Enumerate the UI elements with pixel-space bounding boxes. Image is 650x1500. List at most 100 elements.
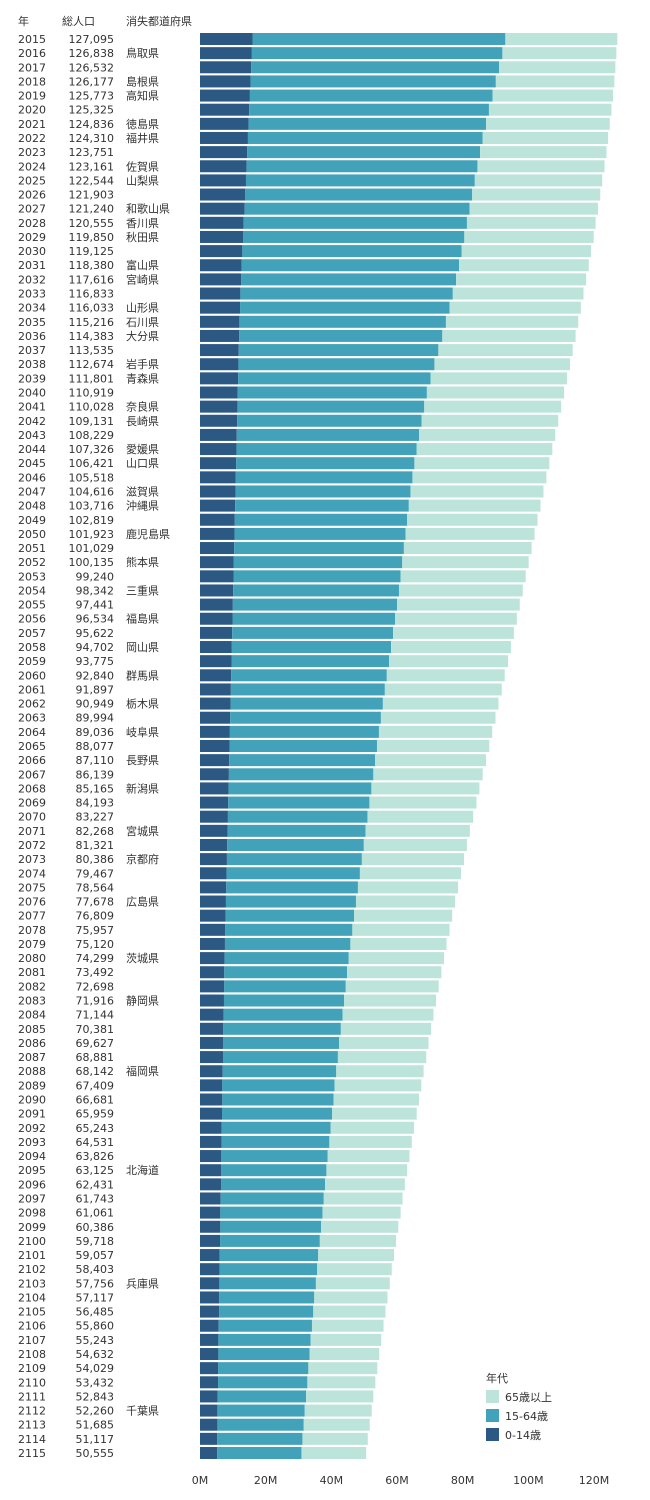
total-population-label: 88,077: [76, 740, 115, 753]
total-population-label: 59,057: [76, 1249, 115, 1262]
bar-segment-65-plus: [393, 626, 514, 639]
bar-segment-0-14: [200, 1376, 219, 1389]
bar-segment-0-14: [200, 513, 235, 526]
bar-segment-65-plus: [350, 937, 447, 950]
total-population-label: 55,243: [76, 1334, 115, 1347]
total-population-label: 89,036: [76, 726, 115, 739]
total-population-label: 83,227: [76, 811, 115, 824]
x-tick-label: 60M: [385, 1474, 409, 1487]
bar-segment-15-64: [218, 1348, 310, 1361]
year-label: 2044: [18, 443, 46, 456]
bar-segment-65-plus: [482, 131, 609, 144]
total-population-label: 84,193: [76, 797, 115, 810]
bar-segment-15-64: [247, 131, 483, 144]
total-population-label: 81,321: [76, 839, 115, 852]
bar-segment-65-plus: [421, 414, 559, 427]
total-population-label: 90,949: [76, 698, 115, 711]
bar-segment-65-plus: [369, 796, 477, 809]
bar-segment-0-14: [200, 612, 233, 625]
bar-segment-65-plus: [325, 1178, 405, 1191]
total-population-label: 110,919: [69, 387, 115, 400]
row: 2108 54,632: [18, 1348, 380, 1361]
year-label: 2018: [18, 75, 46, 88]
year-label: 2037: [18, 344, 46, 357]
bar-segment-15-64: [248, 117, 486, 130]
bar-segment-0-14: [200, 838, 228, 851]
row: 2058 94,702 岡山県: [18, 641, 511, 654]
row: 2066 87,110 長野県: [18, 754, 486, 767]
bar-segment-65-plus: [353, 909, 453, 922]
bar-segment-65-plus: [333, 1093, 420, 1106]
bar-segment-15-64: [223, 1008, 343, 1021]
year-label: 2106: [18, 1320, 46, 1333]
bar-segment-65-plus: [384, 683, 502, 696]
bar-segment-15-64: [222, 1051, 338, 1064]
legend-label: 65歳以上: [505, 1391, 552, 1404]
bar-segment-15-64: [227, 810, 368, 823]
year-label: 2097: [18, 1192, 46, 1205]
bar-segment-15-64: [226, 881, 358, 894]
bar-segment-15-64: [238, 344, 439, 357]
total-population-label: 68,142: [76, 1065, 115, 1078]
bar-segment-0-14: [200, 1107, 222, 1120]
row: 2088 68,142 福岡県: [18, 1064, 424, 1078]
bar-segment-0-14: [200, 372, 239, 385]
bar-segment-0-14: [200, 711, 231, 724]
row: 2115 50,555: [18, 1447, 367, 1460]
bar-segment-65-plus: [303, 1418, 370, 1431]
total-population-label: 113,535: [69, 344, 115, 357]
bar-segment-65-plus: [492, 89, 614, 102]
bar-segment-15-64: [249, 103, 489, 116]
prefecture-label: 岐阜県: [126, 726, 159, 739]
bar-segment-0-14: [200, 980, 225, 993]
bar-segment-65-plus: [317, 1263, 392, 1276]
total-population-label: 115,216: [69, 316, 115, 329]
row: 2096 62,431: [18, 1178, 405, 1191]
bar-segment-0-14: [200, 33, 253, 45]
bar-segment-65-plus: [359, 867, 462, 880]
bar-segment-0-14: [200, 1036, 223, 1049]
bar-segment-15-64: [217, 1404, 305, 1417]
row: 2103 57,756 兵庫県: [18, 1276, 390, 1290]
bar-segment-15-64: [228, 796, 370, 809]
year-label: 2067: [18, 768, 46, 781]
year-label: 2055: [18, 599, 46, 612]
year-label: 2094: [18, 1150, 46, 1163]
row: 2016 126,838 鳥取県: [18, 46, 617, 60]
year-label: 2073: [18, 853, 46, 866]
total-population-label: 123,161: [69, 160, 115, 173]
row: 2054 98,342 三重県: [18, 583, 523, 597]
bar-segment-0-14: [200, 358, 239, 371]
row: 2068 85,165 新潟県: [18, 781, 480, 795]
year-label: 2089: [18, 1079, 46, 1092]
row: 2082 72,698: [18, 980, 439, 993]
x-tick-label: 80M: [451, 1474, 475, 1487]
bar-segment-15-64: [222, 1079, 335, 1092]
row: 2065 88,077: [18, 740, 490, 753]
bar-segment-65-plus: [505, 33, 618, 45]
bar-segment-0-14: [200, 315, 240, 328]
bar-segment-65-plus: [445, 315, 579, 328]
year-label: 2028: [18, 217, 46, 230]
total-population-label: 106,421: [69, 457, 115, 470]
bar-segment-65-plus: [326, 1164, 408, 1177]
bar-segment-0-14: [200, 1319, 219, 1332]
bar-segment-15-64: [228, 782, 372, 795]
bar-segment-0-14: [200, 683, 231, 696]
bar-segment-65-plus: [367, 810, 474, 823]
row: 2027 121,240 和歌山県: [18, 202, 598, 216]
prefecture-label: 栃木県: [126, 697, 159, 711]
year-label: 2091: [18, 1108, 46, 1121]
prefecture-label: 大分県: [126, 329, 159, 343]
row: 2080 74,299 茨城県: [18, 951, 444, 965]
year-label: 2041: [18, 401, 46, 414]
bar-segment-65-plus: [414, 457, 550, 470]
bar-segment-0-14: [200, 725, 230, 738]
total-population-label: 71,916: [76, 995, 115, 1008]
bar-segment-15-64: [221, 1150, 328, 1163]
bar-segment-15-64: [231, 669, 387, 682]
x-tick-label: 100M: [513, 1474, 544, 1487]
bar-segment-65-plus: [344, 994, 437, 1007]
bar-segment-15-64: [231, 655, 390, 668]
total-population-label: 121,240: [69, 203, 115, 216]
